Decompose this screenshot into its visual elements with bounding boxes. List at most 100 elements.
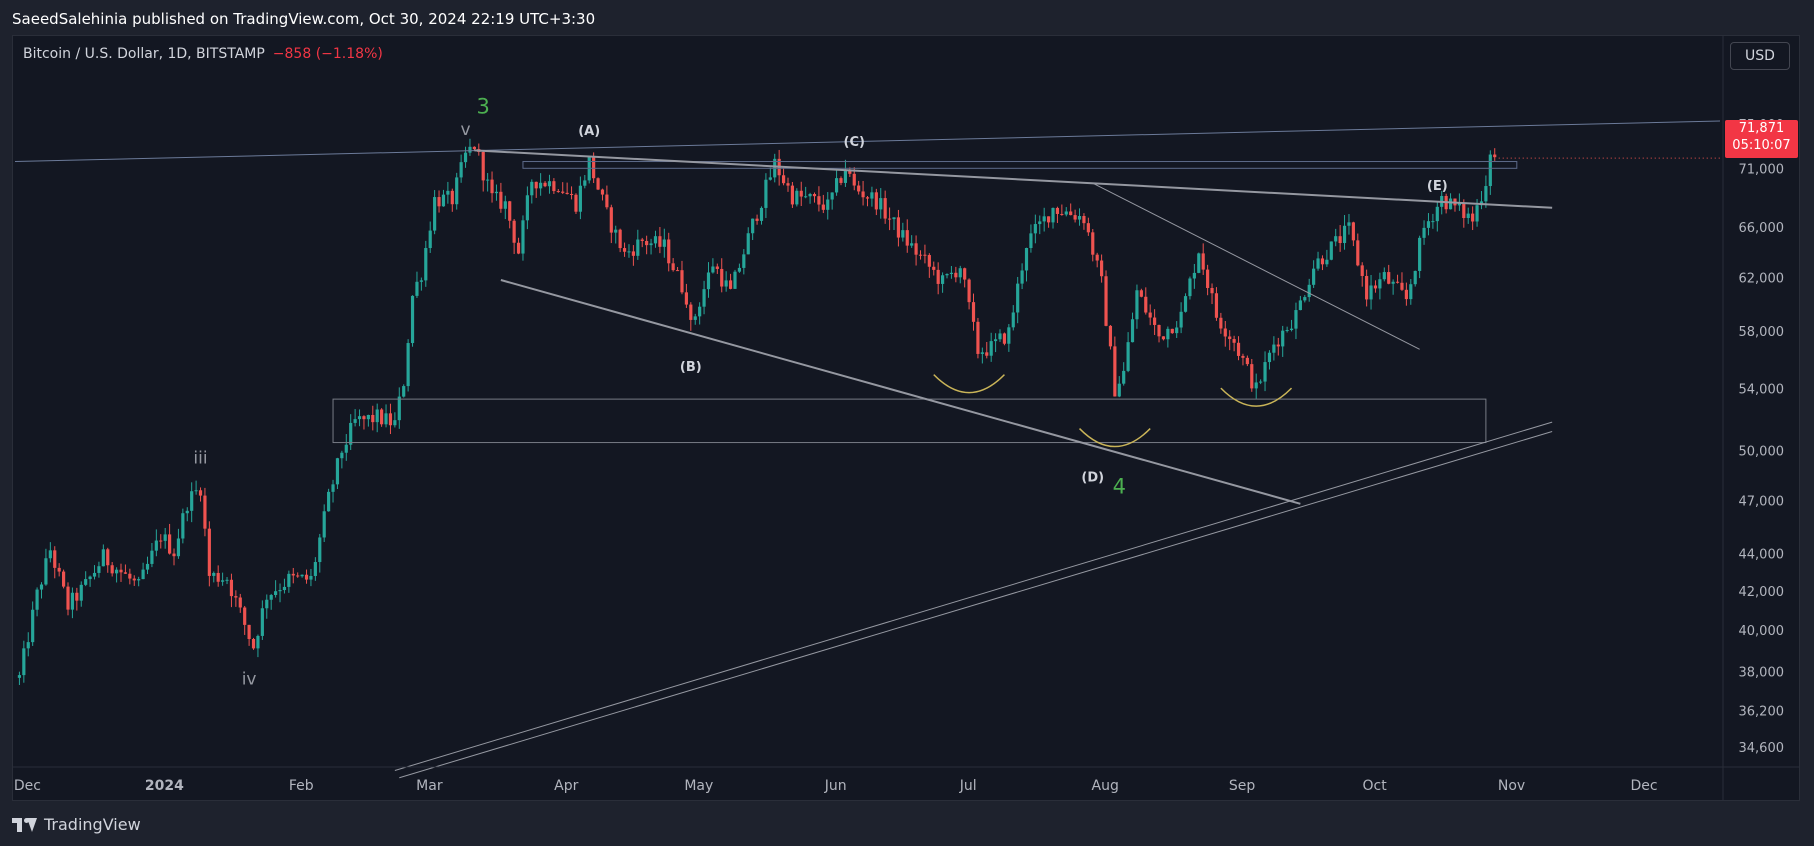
candle: [97, 561, 101, 578]
candle: [561, 182, 565, 195]
candle: [812, 192, 817, 203]
candle: [949, 266, 954, 279]
candle-body: [455, 177, 459, 205]
candle: [1002, 332, 1007, 346]
candle: [1214, 287, 1219, 321]
candle: [1179, 302, 1183, 334]
candle: [534, 181, 538, 198]
candle: [256, 634, 260, 658]
candle: [274, 580, 278, 598]
brand-label: TradingView: [44, 815, 141, 834]
candle: [759, 206, 764, 225]
candle: [516, 237, 521, 255]
candle-body: [1259, 381, 1263, 383]
candle-body: [1029, 233, 1033, 249]
candle-body: [397, 396, 401, 421]
candle: [1422, 220, 1426, 245]
candle-body: [424, 248, 428, 281]
candle-body: [1197, 253, 1201, 273]
candle-body: [1082, 216, 1086, 224]
candle-body: [88, 576, 92, 580]
candle: [344, 434, 348, 461]
candle: [1201, 243, 1205, 275]
candle-body: [119, 569, 123, 573]
candle: [181, 508, 185, 544]
candle: [826, 192, 830, 220]
candle-body: [1387, 272, 1391, 284]
candle-body: [640, 239, 644, 241]
candle-body: [883, 198, 887, 219]
candle-body: [318, 537, 322, 563]
candle-body: [190, 491, 194, 511]
candle: [543, 181, 547, 188]
candle-body: [1175, 327, 1179, 334]
candle-body: [1157, 324, 1161, 337]
candle-body: [870, 192, 874, 199]
candle: [980, 347, 984, 364]
candle-body: [344, 444, 348, 453]
candle: [278, 583, 282, 603]
channel-line: [399, 430, 1553, 779]
candle: [711, 258, 715, 274]
candle-body: [1285, 330, 1289, 332]
wave-label: iii: [193, 449, 207, 469]
candle-body: [17, 675, 22, 678]
candle-body: [1126, 342, 1130, 371]
candle: [17, 671, 22, 686]
candle-body: [649, 243, 653, 246]
candle: [1365, 269, 1369, 307]
candle: [176, 528, 181, 559]
candle-body: [97, 566, 101, 573]
candle-body: [879, 198, 883, 210]
candle: [1011, 305, 1015, 331]
candle: [207, 521, 211, 587]
candle-body: [967, 279, 971, 303]
candle-body: [578, 185, 582, 212]
currency-button[interactable]: USD: [1730, 42, 1790, 70]
candle-body: [865, 197, 870, 199]
candle: [313, 557, 317, 581]
candle: [66, 582, 70, 616]
candle-body: [238, 597, 242, 608]
x-tick-label: Mar: [416, 778, 443, 794]
candle: [1192, 263, 1196, 289]
candle-body: [804, 196, 808, 198]
candle-body: [194, 490, 198, 492]
candle: [44, 548, 48, 586]
candle: [631, 245, 635, 266]
candle-body: [684, 292, 688, 305]
candle-body: [614, 229, 618, 233]
candle: [1064, 207, 1068, 217]
candle: [614, 225, 618, 244]
candle-body: [101, 549, 105, 567]
candle-body: [1254, 382, 1258, 389]
candle: [1294, 302, 1298, 340]
candle-body: [419, 280, 423, 282]
candle: [1413, 270, 1417, 287]
candle-body: [1073, 215, 1077, 220]
candle-body: [1130, 319, 1135, 343]
candle: [1479, 191, 1484, 210]
candle: [22, 640, 26, 683]
candle: [1453, 198, 1457, 212]
candle: [371, 405, 375, 431]
candle: [190, 482, 194, 523]
candle: [468, 138, 472, 156]
candle-body: [402, 386, 406, 397]
candle-body: [1413, 270, 1417, 285]
candle: [1250, 358, 1254, 392]
candle-body: [75, 592, 79, 601]
candle: [1488, 150, 1492, 195]
candle-body: [971, 302, 976, 322]
trend-thin-line: [1092, 182, 1420, 350]
candle-body: [1228, 336, 1232, 340]
symbol-legend[interactable]: Bitcoin / U.S. Dollar, 1D, BITSTAMP −858 …: [23, 46, 383, 62]
candle: [786, 177, 790, 192]
y-tick-label: 50,000: [1739, 445, 1785, 460]
candle: [569, 186, 574, 200]
candle-body: [689, 304, 693, 320]
y-tick-label: 62,000: [1739, 271, 1785, 286]
tradingview-brand[interactable]: TradingView: [12, 815, 141, 834]
